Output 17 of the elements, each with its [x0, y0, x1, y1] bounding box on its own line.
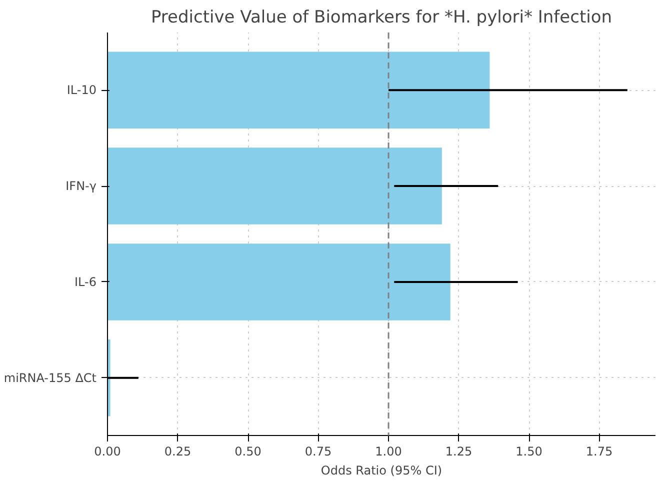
- bar: [108, 148, 442, 224]
- bar: [108, 244, 450, 320]
- y-tick-label: IFN-γ: [66, 179, 97, 194]
- x-tick-label: 0.00: [94, 444, 121, 458]
- y-tick-label: IL-6: [74, 274, 97, 289]
- bar: [108, 52, 490, 128]
- x-axis-title: Odds Ratio (95% CI): [320, 464, 442, 478]
- chart-title: Predictive Value of Biomarkers for *H. pylori* Infection: [150, 8, 612, 28]
- x-tick-label: 1.75: [586, 444, 613, 458]
- y-tick-label: miRNA-155 ΔCt: [4, 370, 97, 385]
- x-tick-label: 1.00: [375, 444, 402, 458]
- x-tick-label: 1.50: [516, 444, 542, 458]
- x-tick-label: 0.25: [164, 444, 192, 458]
- y-tick-label: IL-10: [66, 83, 97, 98]
- x-tick-label: 1.25: [445, 444, 472, 458]
- x-tick-label: 0.50: [234, 444, 262, 458]
- x-tick-label: 0.75: [304, 444, 332, 458]
